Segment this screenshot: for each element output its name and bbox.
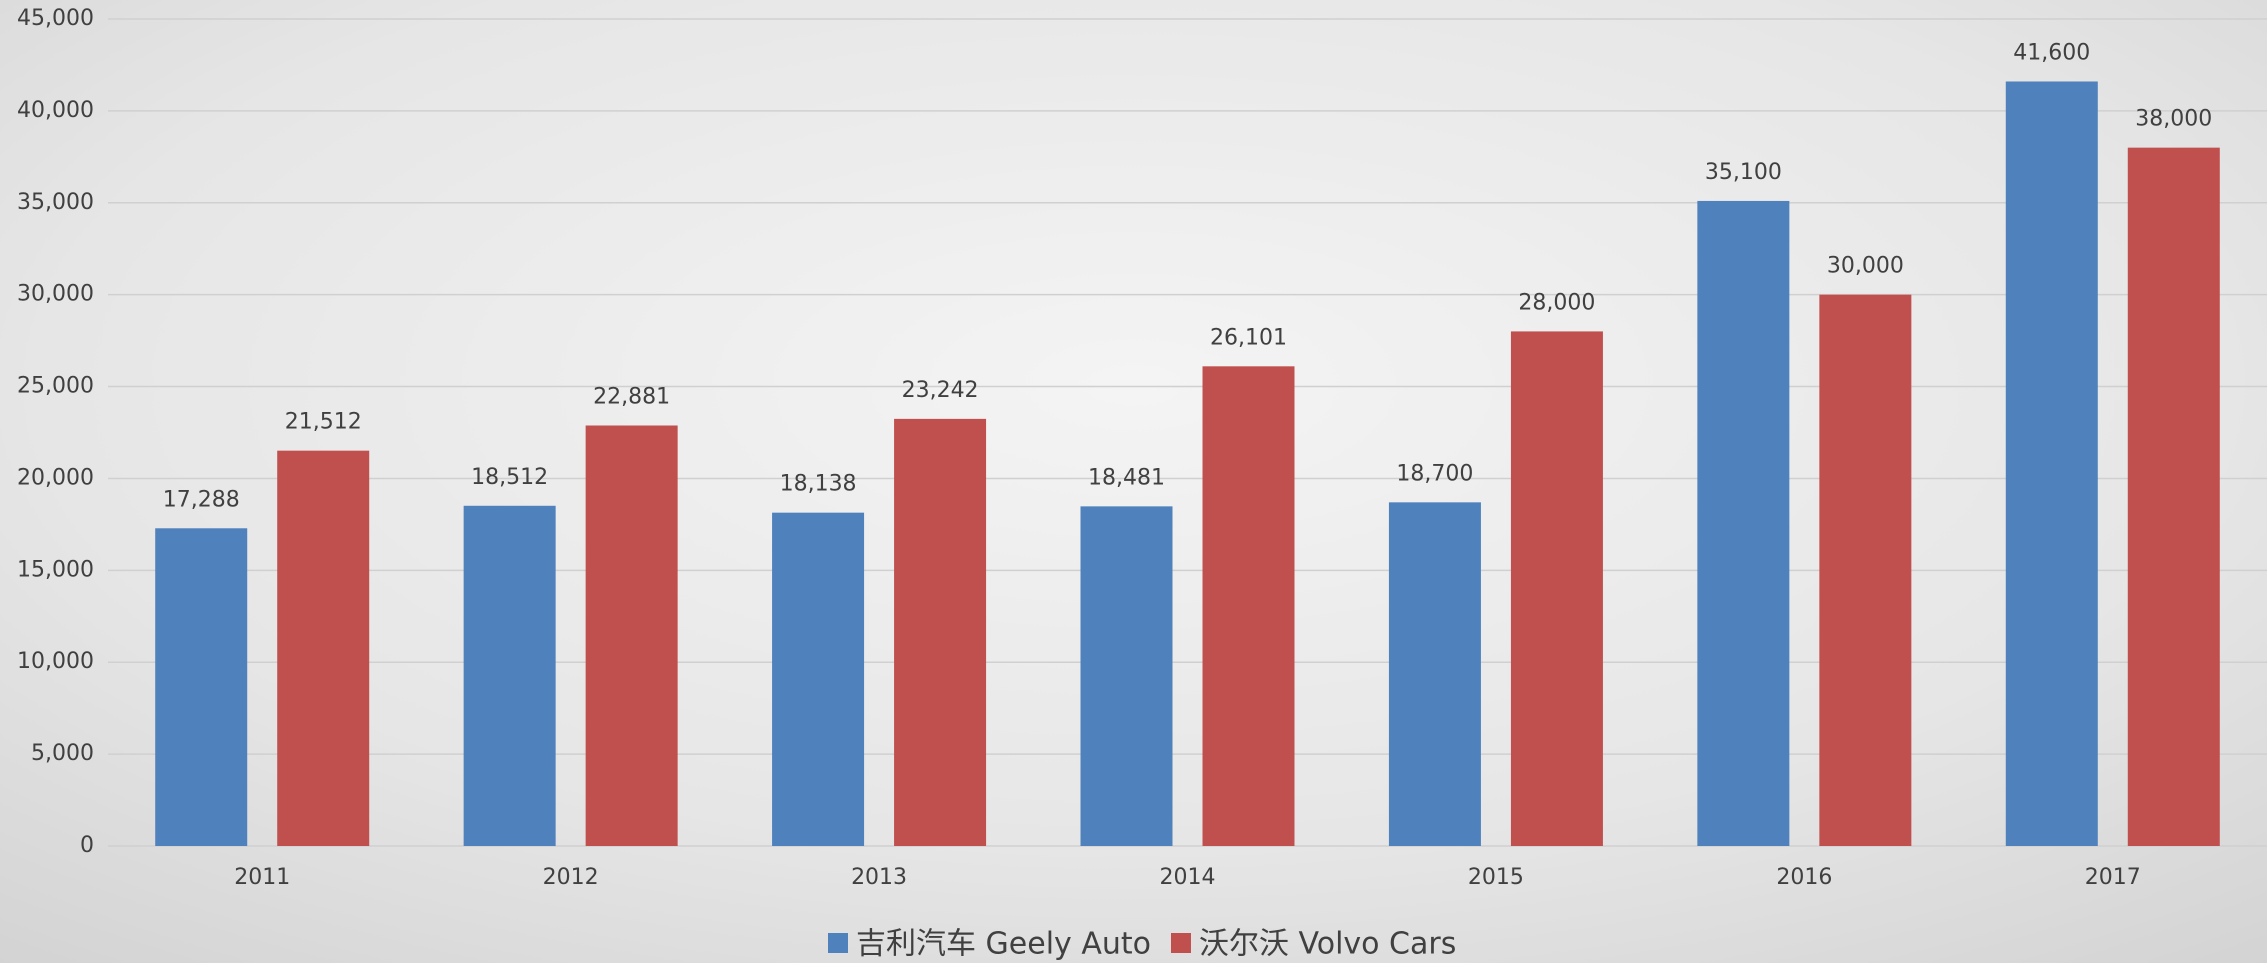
x-tick-label: 2014 (1160, 865, 1216, 890)
bar (2005, 81, 2098, 847)
legend-swatch (1170, 933, 1191, 953)
x-tick-label: 2013 (851, 865, 907, 890)
y-tick-label: 40,000 (17, 98, 94, 123)
bar (463, 505, 556, 846)
legend-label: 沃尔沃 Volvo Cars (1199, 927, 1456, 962)
data-label: 26,101 (1210, 325, 1287, 350)
data-label: 23,242 (902, 378, 979, 403)
data-label: 17,288 (163, 487, 240, 512)
bar (772, 512, 865, 846)
data-label: 18,481 (1088, 465, 1165, 490)
data-label: 18,138 (780, 472, 857, 497)
bar (1388, 502, 1481, 846)
y-tick-label: 0 (80, 833, 94, 858)
bar (155, 528, 248, 846)
y-tick-label: 10,000 (17, 649, 94, 674)
x-tick-label: 2016 (1776, 865, 1832, 890)
x-tick-label: 2012 (543, 865, 599, 890)
y-tick-label: 20,000 (17, 465, 94, 490)
x-tick-label: 2017 (2085, 865, 2141, 890)
legend-label: 吉利汽车 Geely Auto (856, 927, 1151, 962)
bar (1202, 366, 1295, 846)
y-tick-label: 25,000 (17, 374, 94, 399)
y-tick-label: 30,000 (17, 282, 94, 307)
bar (277, 450, 370, 846)
data-label: 21,512 (285, 410, 362, 435)
y-tick-label: 5,000 (31, 741, 94, 766)
data-label: 28,000 (1518, 290, 1595, 315)
bar (585, 425, 678, 846)
data-label: 38,000 (2135, 107, 2212, 132)
data-label: 35,100 (1705, 160, 1782, 185)
bar (1697, 200, 1790, 846)
legend-swatch (828, 933, 848, 953)
bar (1510, 331, 1603, 846)
data-label: 18,700 (1396, 461, 1473, 486)
y-tick-label: 15,000 (17, 557, 94, 582)
y-tick-label: 35,000 (17, 190, 94, 215)
bar (1080, 506, 1173, 846)
data-label: 41,600 (2013, 40, 2090, 65)
data-label: 30,000 (1827, 254, 1904, 279)
bar (894, 418, 987, 846)
data-label: 22,881 (593, 384, 670, 409)
data-label: 18,512 (471, 465, 548, 490)
y-tick-label: 45,000 (17, 6, 94, 31)
bar (1819, 294, 1912, 847)
x-tick-label: 2011 (234, 865, 290, 890)
bar (2127, 147, 2220, 847)
x-tick-label: 2015 (1468, 865, 1524, 890)
